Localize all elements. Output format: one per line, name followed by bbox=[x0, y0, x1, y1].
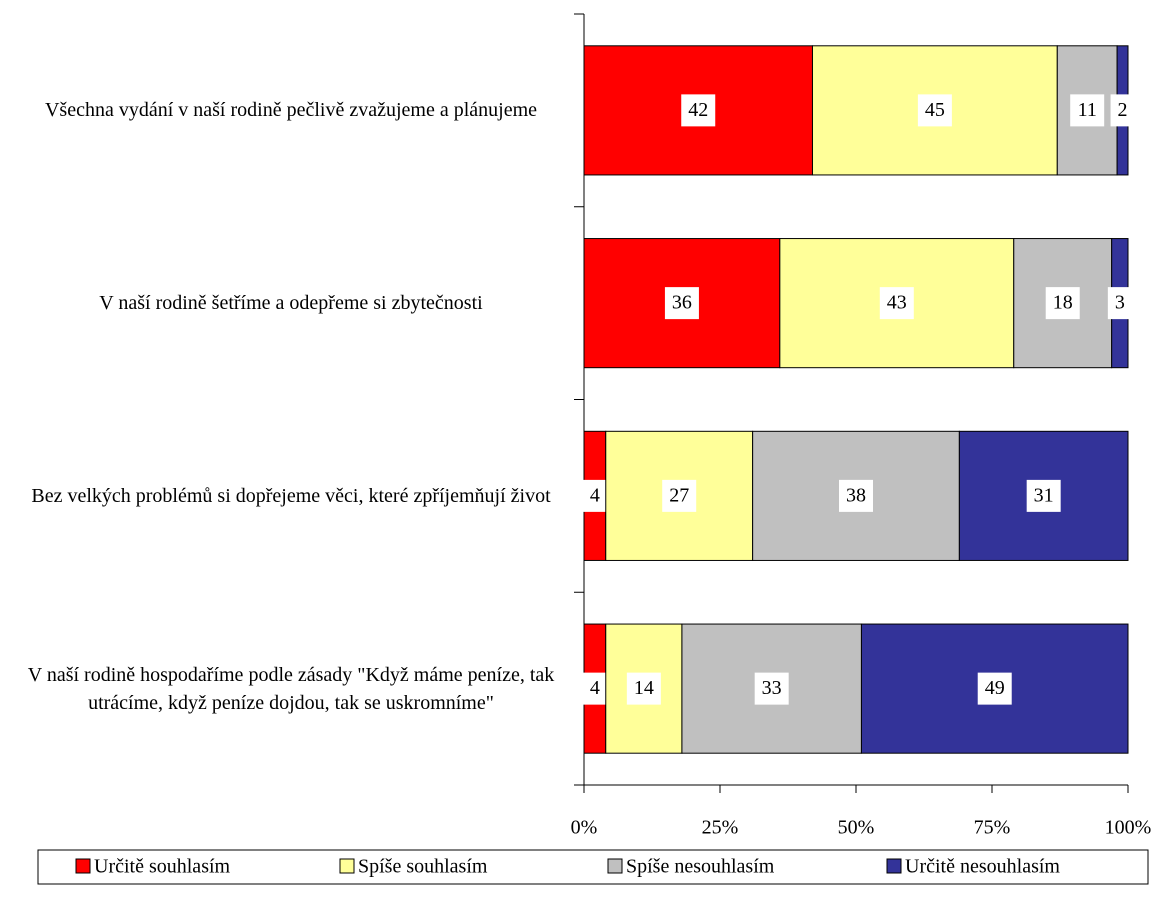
value-label-bg bbox=[754, 672, 789, 705]
value-label: 42 bbox=[688, 99, 708, 121]
value-label: 3 bbox=[1115, 292, 1125, 314]
value-label: 18 bbox=[1053, 292, 1073, 314]
value-label: 31 bbox=[1034, 484, 1054, 506]
value-label-bg bbox=[1045, 287, 1080, 320]
x-tick-label: 50% bbox=[838, 817, 875, 839]
category-label: V naší rodině hospodaříme podle zásady "… bbox=[27, 663, 555, 714]
value-label-bg bbox=[626, 672, 661, 705]
value-label: 4 bbox=[590, 677, 600, 699]
value-label: 45 bbox=[925, 99, 945, 121]
x-tick-label: 100% bbox=[1105, 817, 1152, 839]
value-label-bg bbox=[664, 287, 699, 320]
value-label-bg bbox=[582, 672, 607, 705]
legend-swatch bbox=[886, 858, 902, 874]
legend-swatch bbox=[75, 858, 91, 874]
value-label: 27 bbox=[669, 484, 689, 506]
value-label-bg bbox=[839, 479, 873, 512]
value-label-bg bbox=[681, 94, 716, 127]
legend-box bbox=[37, 849, 1149, 885]
value-label: 2 bbox=[1118, 99, 1128, 121]
value-label: 33 bbox=[762, 677, 782, 699]
legend-label: Spíše nesouhlasím bbox=[626, 856, 775, 878]
legend-label: Spíše souhlasím bbox=[358, 856, 488, 878]
category-label: Bez velkých problémů si dopřejeme věci, … bbox=[31, 484, 551, 507]
value-label: 38 bbox=[846, 484, 866, 506]
value-label: 14 bbox=[634, 677, 654, 699]
value-label: 43 bbox=[887, 292, 907, 314]
value-label-bg bbox=[1107, 287, 1132, 320]
legend-label: Určitě nesouhlasím bbox=[905, 856, 1060, 878]
value-label-bg bbox=[662, 479, 697, 512]
legend-label: Určitě souhlasím bbox=[94, 856, 231, 878]
value-label-bg bbox=[582, 479, 607, 512]
legend-swatch bbox=[607, 858, 623, 874]
value-label-bg bbox=[977, 672, 1012, 705]
category-label: Všechna vydání v naší rodině pečlivě zva… bbox=[44, 99, 538, 122]
value-label-bg bbox=[879, 287, 914, 320]
value-label-bg bbox=[1070, 94, 1105, 127]
value-label-bg bbox=[1110, 94, 1135, 127]
value-label: 36 bbox=[672, 292, 692, 314]
value-label: 4 bbox=[590, 484, 600, 506]
x-tick-label: 0% bbox=[571, 817, 598, 839]
x-tick-label: 25% bbox=[702, 817, 739, 839]
value-label-bg bbox=[917, 94, 952, 127]
x-tick-label: 75% bbox=[974, 817, 1011, 839]
value-label: 11 bbox=[1078, 99, 1097, 121]
category-label: V naší rodině šetříme a odepřeme si zbyt… bbox=[99, 292, 483, 315]
value-label-bg bbox=[1026, 479, 1061, 512]
legend-swatch bbox=[339, 858, 355, 874]
value-label: 49 bbox=[985, 677, 1005, 699]
